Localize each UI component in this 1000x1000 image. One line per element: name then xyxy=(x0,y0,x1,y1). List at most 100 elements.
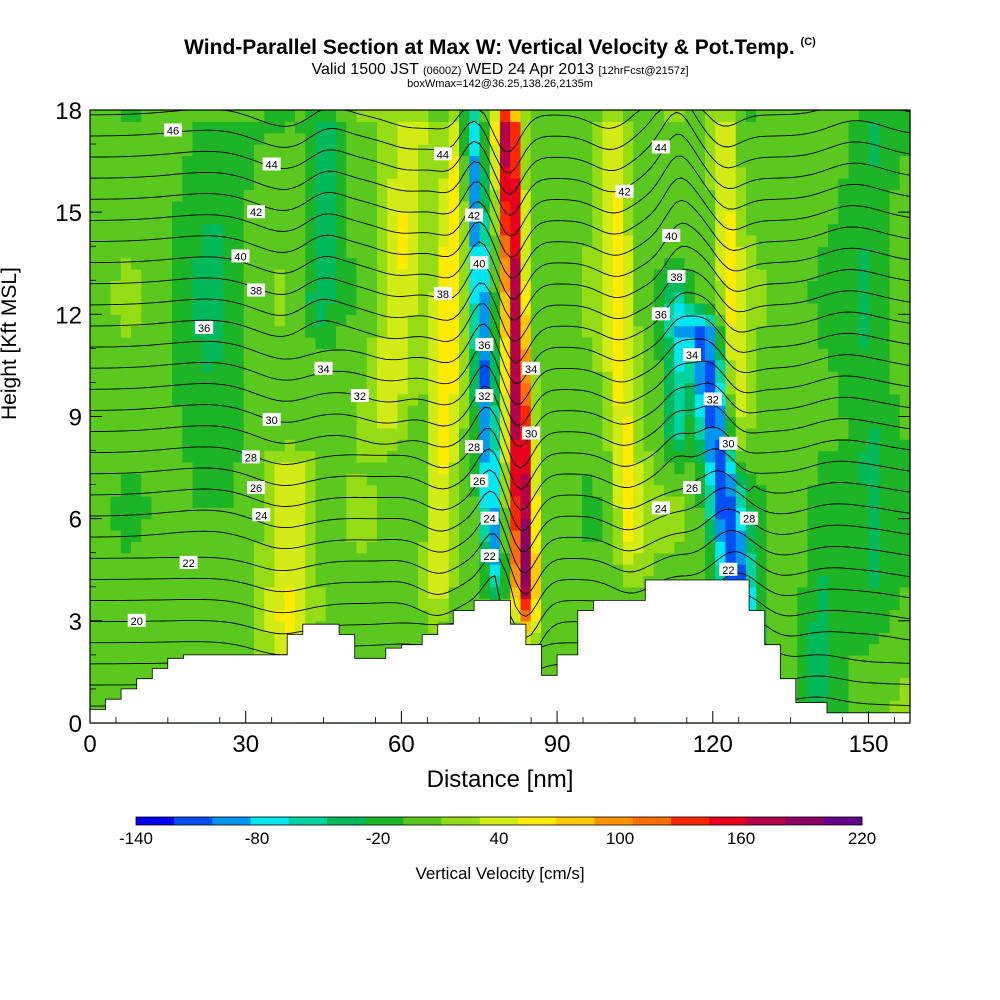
field-cell xyxy=(694,189,706,202)
field-cell xyxy=(387,257,399,270)
field-cell xyxy=(592,200,604,213)
field-cell xyxy=(233,348,245,361)
field-cell xyxy=(592,416,604,429)
field-cell xyxy=(305,393,317,406)
field-cell xyxy=(161,484,173,497)
field-cell xyxy=(500,155,511,168)
field-cell xyxy=(858,461,870,474)
field-cell xyxy=(315,178,327,191)
field-cell xyxy=(356,439,368,452)
field-cell xyxy=(633,575,645,588)
field-cell xyxy=(90,654,101,667)
field-cell xyxy=(254,359,265,372)
field-cell xyxy=(100,461,112,474)
isentrope-line xyxy=(90,426,911,490)
field-cell xyxy=(807,427,819,440)
field-cell xyxy=(397,291,409,304)
field-cell xyxy=(725,291,737,304)
field-cell xyxy=(407,416,419,429)
field-cell xyxy=(858,518,870,531)
field-cell xyxy=(151,461,163,474)
field-cell xyxy=(612,325,624,338)
field-cell xyxy=(120,416,132,429)
field-cell xyxy=(889,268,901,281)
contour-label: 42 xyxy=(247,205,266,219)
field-cell xyxy=(674,530,686,542)
field-cell xyxy=(428,427,440,440)
field-cell xyxy=(561,280,573,293)
field-cell xyxy=(213,359,224,372)
field-cell xyxy=(869,439,880,452)
contour-label: 32 xyxy=(703,392,722,406)
field-cell xyxy=(90,382,101,395)
field-cell xyxy=(858,405,870,418)
field-cell xyxy=(100,348,112,361)
field-cell xyxy=(100,178,112,191)
field-cell xyxy=(879,427,891,440)
field-cell xyxy=(715,314,727,327)
field-cell xyxy=(858,132,870,145)
field-cell xyxy=(776,666,788,679)
field-cell xyxy=(161,212,173,225)
field-cell xyxy=(110,643,122,656)
field-cell xyxy=(807,473,819,486)
field-cell xyxy=(182,132,194,145)
field-cell xyxy=(233,291,245,304)
field-cell xyxy=(848,643,860,656)
field-cell xyxy=(848,144,860,157)
field-cell xyxy=(418,337,429,349)
field-cell xyxy=(705,110,716,122)
colorbar-swatch xyxy=(709,817,748,825)
field-cell xyxy=(90,405,101,418)
field-cell xyxy=(356,348,368,361)
field-cell xyxy=(797,552,809,565)
field-cell xyxy=(428,110,440,122)
field-cell xyxy=(653,132,665,145)
field-cell xyxy=(869,700,880,713)
field-cell xyxy=(869,575,880,588)
field-cell xyxy=(561,632,573,645)
field-cell xyxy=(807,677,819,690)
field-cell xyxy=(448,280,460,293)
field-cell xyxy=(336,416,347,429)
field-cell xyxy=(694,212,706,225)
field-cell xyxy=(797,575,809,588)
field-cell xyxy=(284,348,296,361)
field-cell xyxy=(223,643,235,656)
field-cell xyxy=(879,393,891,406)
field-cell xyxy=(110,348,122,361)
field-cell xyxy=(828,632,839,645)
field-cell xyxy=(120,598,132,611)
field-cell xyxy=(612,495,624,508)
field-cell xyxy=(366,144,378,157)
field-cell xyxy=(295,541,306,554)
field-cell xyxy=(510,416,522,429)
field-cell xyxy=(100,257,112,270)
field-cell xyxy=(161,530,173,542)
field-cell xyxy=(643,257,655,270)
field-cell xyxy=(233,405,245,418)
field-cell xyxy=(213,382,224,395)
field-cell xyxy=(623,564,634,577)
field-cell xyxy=(315,609,327,622)
field-cell xyxy=(520,246,532,259)
field-cell xyxy=(284,575,296,588)
field-cell xyxy=(633,257,645,270)
field-cell xyxy=(192,575,204,588)
field-cell xyxy=(459,121,470,134)
field-cell xyxy=(869,189,880,202)
field-cell xyxy=(325,166,337,179)
field-cell xyxy=(889,371,901,384)
field-cell xyxy=(213,495,224,508)
field-cell xyxy=(366,291,378,304)
field-cell xyxy=(428,348,440,361)
field-cell xyxy=(725,110,737,122)
field-cell xyxy=(284,620,296,633)
field-cell xyxy=(530,291,542,304)
field-cell xyxy=(643,371,655,384)
field-cell xyxy=(858,212,870,225)
field-cell xyxy=(807,609,819,622)
field-cell xyxy=(243,223,255,236)
field-cell xyxy=(756,325,768,338)
field-cell xyxy=(899,564,911,577)
